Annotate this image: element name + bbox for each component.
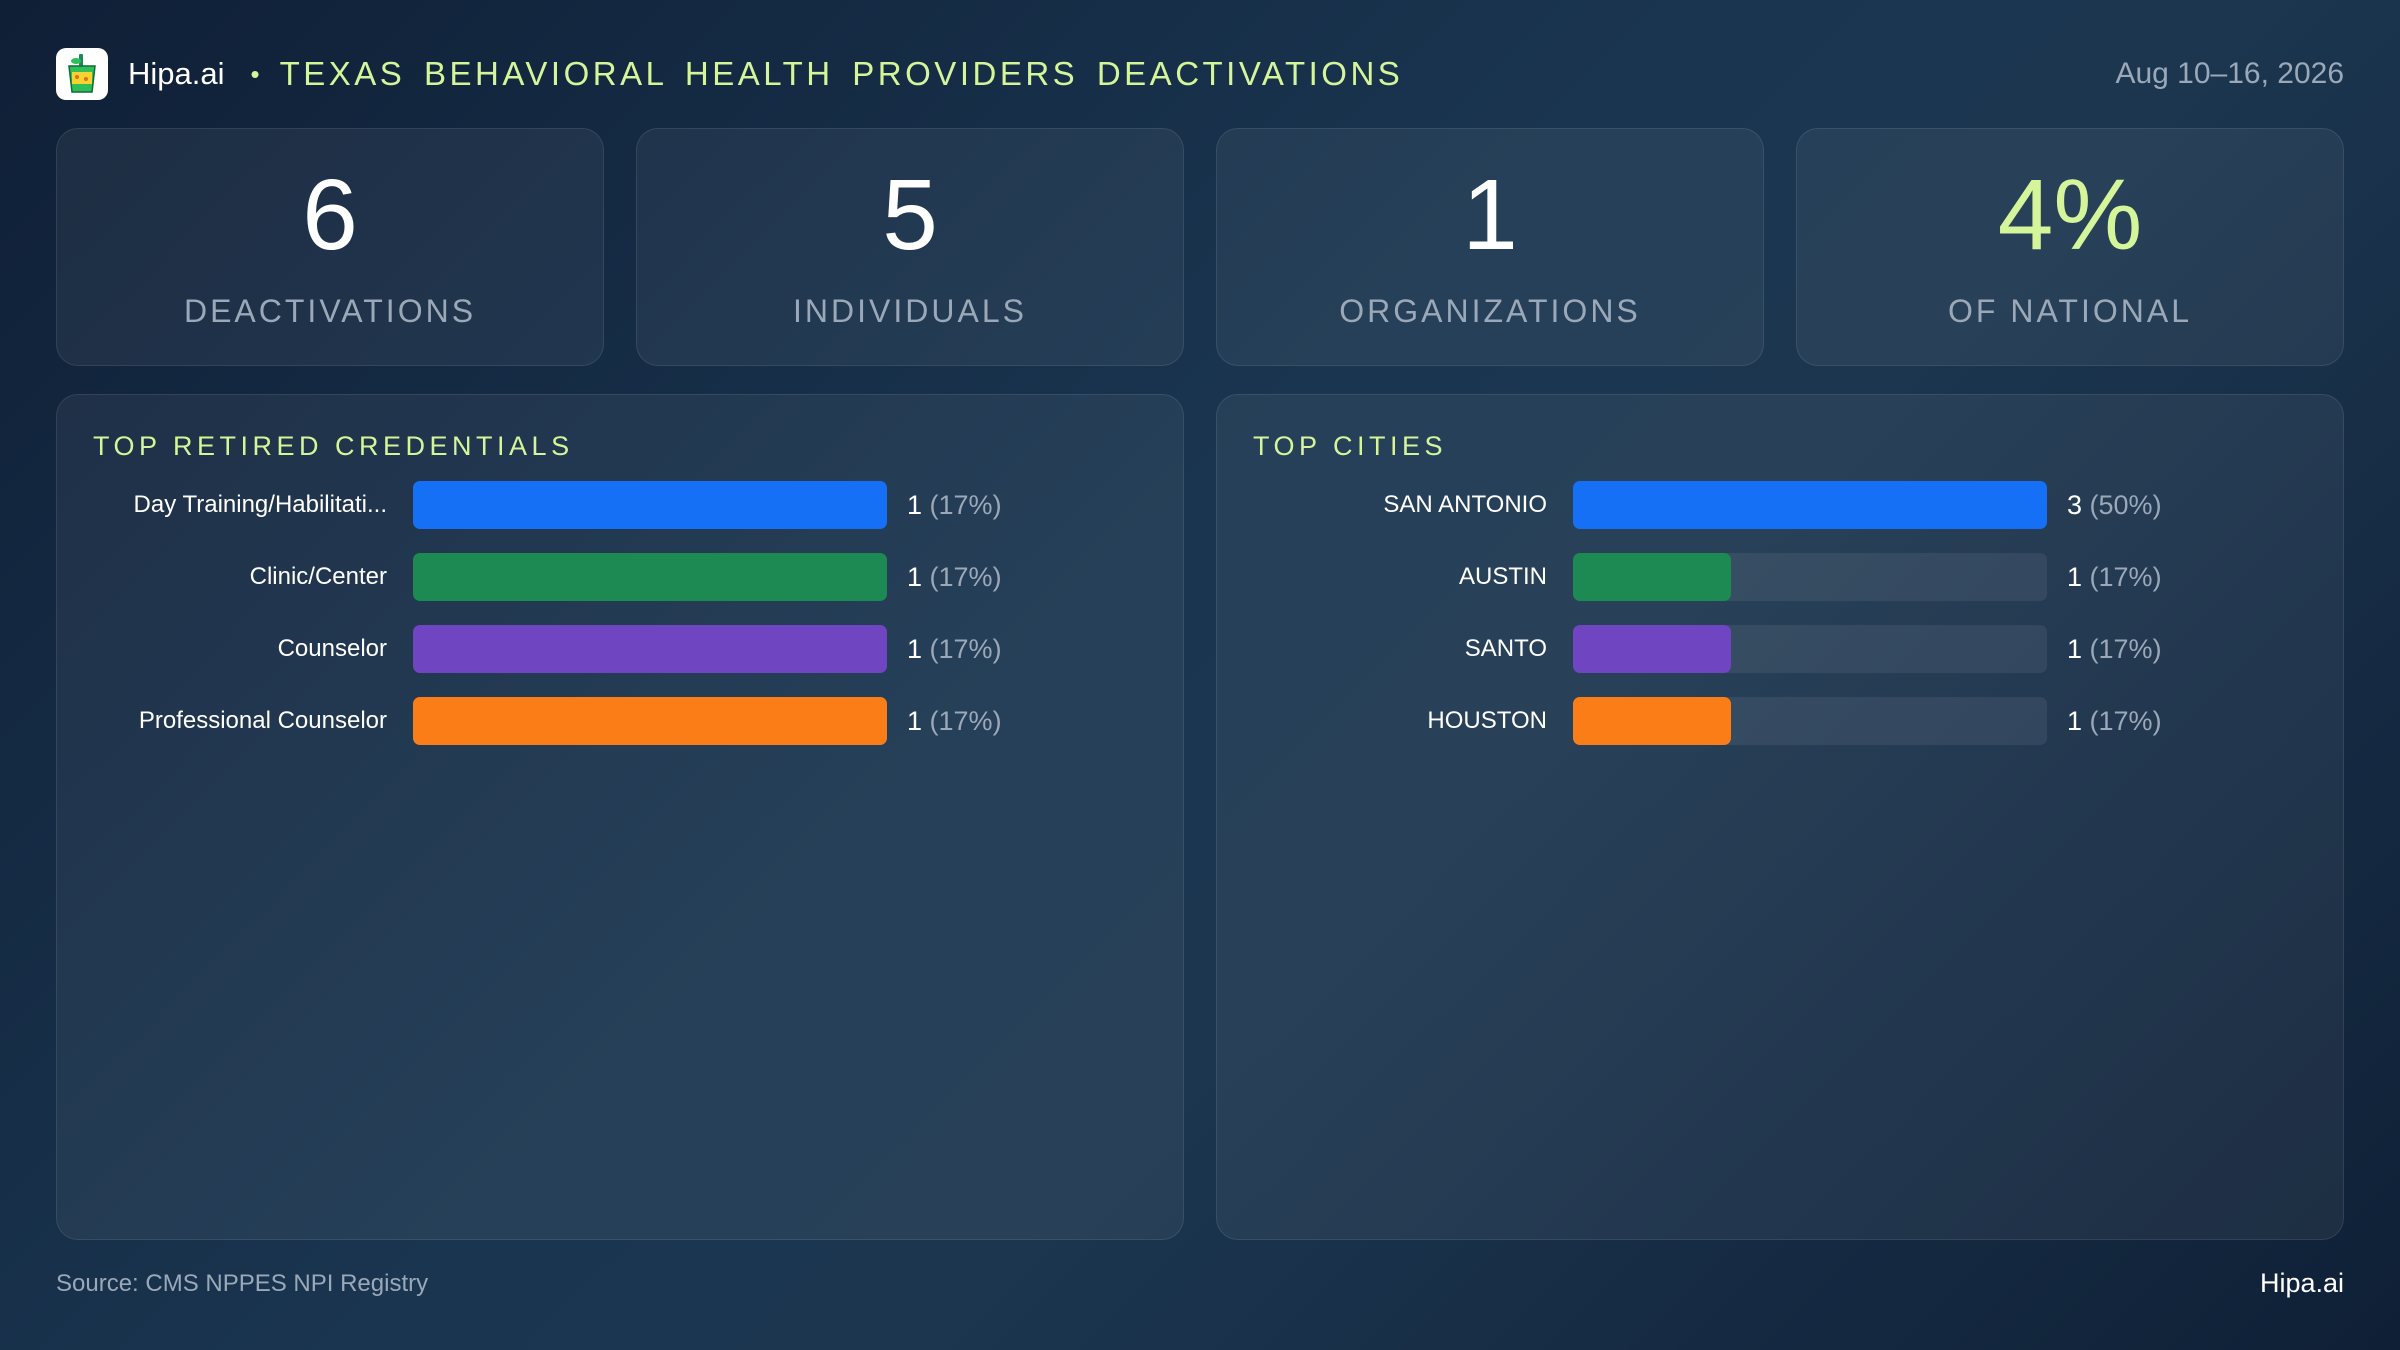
kpi-label: OF NATIONAL <box>1948 292 2192 329</box>
bar-row: Clinic/Center 1 (17%) <box>57 553 1183 601</box>
bar-value: 1 <box>907 490 923 520</box>
page-title: TEXAS BEHAVIORAL HEALTH PROVIDERS DEACTI… <box>279 55 1404 92</box>
bar-label: Day Training/Habilitati... <box>133 491 387 518</box>
logo <box>56 48 108 100</box>
kpi-value: 4% <box>1997 158 2143 271</box>
bar-track <box>413 553 887 601</box>
bar-track <box>413 481 887 529</box>
bar <box>413 697 887 745</box>
bar-value-label: 1 (17%) <box>907 553 1002 601</box>
bar-label: Clinic/Center <box>249 563 387 590</box>
kpi-label: INDIVIDUALS <box>793 292 1027 329</box>
kpi-card-deactivations: 6 DEACTIVATIONS <box>56 128 604 366</box>
footer-brand: Hipa.ai <box>2259 1268 2344 1298</box>
bar-value-label: 1 (17%) <box>2067 625 2162 673</box>
kpi-row: 6 DEACTIVATIONS 5 INDIVIDUALS 1 ORGANIZA… <box>56 128 2344 366</box>
brand-name: Hipa.ai <box>128 56 225 91</box>
bar-value: 1 <box>907 706 923 736</box>
bar-track <box>1573 625 2047 673</box>
bar-label: AUSTIN <box>1458 563 1547 590</box>
bar <box>413 481 887 529</box>
bar-label: Counselor <box>277 635 387 662</box>
kpi-value: 1 <box>1462 158 1518 271</box>
bar-row: Day Training/Habilitati... 1 (17%) <box>57 481 1183 529</box>
bar-label: Professional Counselor <box>138 707 387 734</box>
panel-title: TOP RETIRED CREDENTIALS <box>93 431 574 461</box>
bar-row: SANTO 1 (17%) <box>1217 625 2343 673</box>
bar-row: Counselor 1 (17%) <box>57 625 1183 673</box>
drink-cup-icon <box>68 54 96 93</box>
bar-value: 1 <box>907 562 923 592</box>
bar <box>1573 553 1731 601</box>
bar-row: Professional Counselor 1 (17%) <box>57 697 1183 745</box>
bar-percent: (17%) <box>2082 706 2162 736</box>
bar-percent: (17%) <box>2082 634 2162 664</box>
bar-percent: (17%) <box>922 706 1002 736</box>
bar-row: AUSTIN 1 (17%) <box>1217 553 2343 601</box>
bar-row: HOUSTON 1 (17%) <box>1217 697 2343 745</box>
credentials-panel: TOP RETIRED CREDENTIALS Day Training/Hab… <box>56 394 1184 1240</box>
bar-value: 3 <box>2067 490 2083 520</box>
bar-value-label: 1 (17%) <box>907 697 1002 745</box>
bar <box>1573 697 1731 745</box>
kpi-label: ORGANIZATIONS <box>1339 292 1641 329</box>
cities-panel: TOP CITIES SAN ANTONIO 3 (50%) AUSTIN 1 (17… <box>1216 394 2344 1240</box>
bar-track <box>1573 697 2047 745</box>
bar-percent: (50%) <box>2082 490 2162 520</box>
bar-value-label: 1 (17%) <box>2067 553 2162 601</box>
bar-value-label: 3 (50%) <box>2067 481 2162 529</box>
kpi-label: DEACTIVATIONS <box>183 292 477 329</box>
date-range: Aug 10–16, 2026 <box>2115 57 2344 90</box>
bar-label: SANTO <box>1464 635 1547 662</box>
bar-percent: (17%) <box>2082 562 2162 592</box>
bar-value: 1 <box>2067 706 2083 736</box>
bar-track <box>413 697 887 745</box>
bar-value: 1 <box>2067 634 2083 664</box>
panel-title: TOP CITIES <box>1253 431 1448 461</box>
bar-value-label: 1 (17%) <box>2067 697 2162 745</box>
bar-track <box>1573 481 2047 529</box>
bar-percent: (17%) <box>922 562 1002 592</box>
bar-value-label: 1 (17%) <box>907 481 1002 529</box>
bar-percent: (17%) <box>922 490 1002 520</box>
header: Hipa.ai • TEXAS BEHAVIORAL HEALTH PROVID… <box>56 46 2344 102</box>
bar-value: 1 <box>907 634 923 664</box>
bar-label: SAN ANTONIO <box>1383 491 1547 518</box>
header-separator: • <box>250 58 260 89</box>
kpi-card-organizations: 1 ORGANIZATIONS <box>1216 128 1764 366</box>
bar-track <box>1573 553 2047 601</box>
bar-percent: (17%) <box>922 634 1002 664</box>
bar-row: SAN ANTONIO 3 (50%) <box>1217 481 2343 529</box>
bar <box>1573 625 1731 673</box>
kpi-value: 5 <box>882 158 938 271</box>
bar <box>413 553 887 601</box>
source-note: Source: CMS NPPES NPI Registry <box>56 1270 429 1297</box>
bar <box>413 625 887 673</box>
bar-label: HOUSTON <box>1427 707 1547 734</box>
bar-value-label: 1 (17%) <box>907 625 1002 673</box>
kpi-value: 6 <box>302 158 358 271</box>
kpi-card-individuals: 5 INDIVIDUALS <box>636 128 1184 366</box>
kpi-card-national-share: 4% OF NATIONAL <box>1796 128 2344 366</box>
bar-value: 1 <box>2067 562 2083 592</box>
bar-track <box>413 625 887 673</box>
bar <box>1573 481 2047 529</box>
